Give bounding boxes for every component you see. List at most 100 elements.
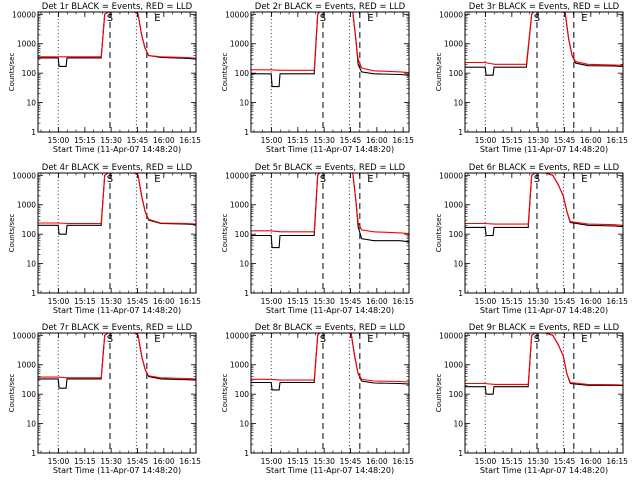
x-axis-label: Start Time (11-Apr-07 14:48:20) bbox=[480, 466, 608, 475]
y-tick-label: 1 bbox=[244, 449, 249, 458]
x-tick-label: 15:15 bbox=[287, 297, 309, 306]
region-marker-s: S bbox=[320, 334, 326, 345]
plot-frame bbox=[464, 11, 624, 133]
x-axis-label: Start Time (11-Apr-07 14:48:20) bbox=[480, 306, 608, 315]
x-tick-label: 16:15 bbox=[179, 297, 201, 306]
x-tick-label: 16:00 bbox=[580, 457, 602, 466]
panel-title: Det 4r BLACK = Events, RED = LLD bbox=[42, 163, 193, 173]
x-tick-label: 16:15 bbox=[606, 297, 628, 306]
series-line-events bbox=[38, 333, 196, 389]
x-tick-label: 15:00 bbox=[475, 136, 497, 145]
y-tick-label: 100 bbox=[235, 390, 250, 399]
panel-title: Det 2r BLACK = Events, RED = LLD bbox=[255, 2, 406, 12]
x-tick-label: 15:30 bbox=[313, 297, 335, 306]
y-tick-label: 10 bbox=[26, 420, 36, 429]
y-tick-label: 1000 bbox=[17, 40, 36, 49]
x-tick-label: 15:15 bbox=[501, 297, 523, 306]
plot-frame bbox=[250, 11, 410, 133]
panel-title: Det 5r BLACK = Events, RED = LLD bbox=[255, 163, 406, 173]
y-tick-label: 10000 bbox=[225, 331, 249, 340]
x-tick-label: 15:45 bbox=[554, 136, 576, 145]
series-line-lld bbox=[38, 12, 196, 59]
x-tick-label: 15:45 bbox=[554, 297, 576, 306]
x-tick-label: 15:30 bbox=[100, 136, 122, 145]
plot-frame bbox=[37, 11, 197, 133]
region-marker-s: S bbox=[107, 13, 113, 24]
panel-title: Det 7r BLACK = Events, RED = LLD bbox=[42, 323, 193, 333]
y-tick-label: 10000 bbox=[439, 171, 463, 180]
series-line-events bbox=[251, 173, 409, 249]
y-tick-label: 1 bbox=[244, 128, 249, 137]
region-marker-s: S bbox=[320, 174, 326, 185]
y-axis-label: Counts/sec bbox=[221, 214, 229, 253]
detector-panel-7: Det 7r BLACK = Events, RED = LLD 1 10 100 10… bbox=[8, 323, 201, 475]
x-axis-label: Start Time (11-Apr-07 14:48:20) bbox=[53, 145, 181, 154]
x-tick-label: 15:15 bbox=[74, 297, 96, 306]
series-line-events bbox=[38, 173, 196, 235]
y-axis-label: Counts/sec bbox=[8, 214, 16, 253]
y-tick-label: 10 bbox=[453, 420, 463, 429]
x-tick-label: 15:00 bbox=[261, 297, 283, 306]
detector-panel-3: Det 3r BLACK = Events, RED = LLD 1 10 100 10… bbox=[435, 2, 628, 154]
y-tick-label: 10 bbox=[239, 99, 249, 108]
x-tick-label: 16:15 bbox=[606, 136, 628, 145]
region-marker-s: S bbox=[534, 174, 540, 185]
x-tick-label: 16:15 bbox=[179, 457, 201, 466]
x-tick-label: 15:00 bbox=[48, 457, 70, 466]
x-tick-label: 16:00 bbox=[366, 457, 388, 466]
x-tick-label: 15:15 bbox=[287, 136, 309, 145]
series-line-events bbox=[465, 173, 623, 237]
region-marker-s: S bbox=[320, 13, 326, 24]
plot-frame bbox=[464, 172, 624, 294]
y-tick-label: 1000 bbox=[17, 201, 36, 210]
region-marker-s: S bbox=[534, 334, 540, 345]
x-tick-label: 15:45 bbox=[340, 136, 362, 145]
x-tick-label: 16:15 bbox=[179, 136, 201, 145]
x-tick-label: 15:30 bbox=[100, 457, 122, 466]
series-line-lld bbox=[251, 173, 409, 235]
x-tick-label: 15:45 bbox=[127, 457, 149, 466]
x-tick-label: 15:30 bbox=[527, 457, 549, 466]
x-tick-label: 15:15 bbox=[74, 136, 96, 145]
x-tick-label: 16:15 bbox=[392, 136, 414, 145]
detector-panel-4: Det 4r BLACK = Events, RED = LLD 1 10 100 10… bbox=[8, 163, 201, 315]
plot-frame bbox=[37, 332, 197, 454]
y-tick-label: 1 bbox=[458, 449, 463, 458]
x-tick-label: 16:15 bbox=[606, 457, 628, 466]
region-marker-s: S bbox=[534, 13, 540, 24]
y-tick-label: 10000 bbox=[12, 331, 36, 340]
panel-title: Det 6r BLACK = Events, RED = LLD bbox=[469, 163, 620, 173]
series-line-lld bbox=[465, 333, 623, 386]
x-tick-label: 15:00 bbox=[475, 457, 497, 466]
y-tick-label: 1000 bbox=[444, 201, 463, 210]
series-line-events bbox=[38, 12, 196, 67]
series-line-lld bbox=[251, 333, 409, 383]
y-axis-label: Counts/sec bbox=[8, 374, 16, 413]
y-tick-label: 100 bbox=[22, 230, 37, 239]
region-marker-e: E bbox=[367, 13, 373, 24]
panel-title: Det 9r BLACK = Events, RED = LLD bbox=[469, 323, 620, 333]
y-tick-label: 10 bbox=[239, 260, 249, 269]
y-tick-label: 1 bbox=[458, 289, 463, 298]
region-marker-e: E bbox=[154, 334, 160, 345]
region-marker-e: E bbox=[367, 174, 373, 185]
y-tick-label: 10 bbox=[26, 99, 36, 108]
detector-panel-2: Det 2r BLACK = Events, RED = LLD 1 10 100 10… bbox=[221, 2, 414, 154]
x-tick-label: 16:00 bbox=[366, 297, 388, 306]
y-tick-label: 1000 bbox=[444, 40, 463, 49]
y-tick-label: 10 bbox=[26, 260, 36, 269]
y-axis-label: Counts/sec bbox=[8, 53, 16, 92]
y-axis-label: Counts/sec bbox=[221, 374, 229, 413]
x-tick-label: 16:00 bbox=[153, 136, 175, 145]
x-tick-label: 15:45 bbox=[340, 457, 362, 466]
y-tick-label: 1000 bbox=[230, 201, 249, 210]
x-tick-label: 15:00 bbox=[48, 297, 70, 306]
x-axis-label: Start Time (11-Apr-07 14:48:20) bbox=[53, 306, 181, 315]
y-tick-label: 1000 bbox=[17, 361, 36, 370]
x-tick-label: 15:30 bbox=[100, 297, 122, 306]
plot-frame bbox=[250, 332, 410, 454]
region-marker-e: E bbox=[154, 13, 160, 24]
x-tick-label: 15:00 bbox=[48, 136, 70, 145]
x-tick-label: 16:00 bbox=[580, 136, 602, 145]
